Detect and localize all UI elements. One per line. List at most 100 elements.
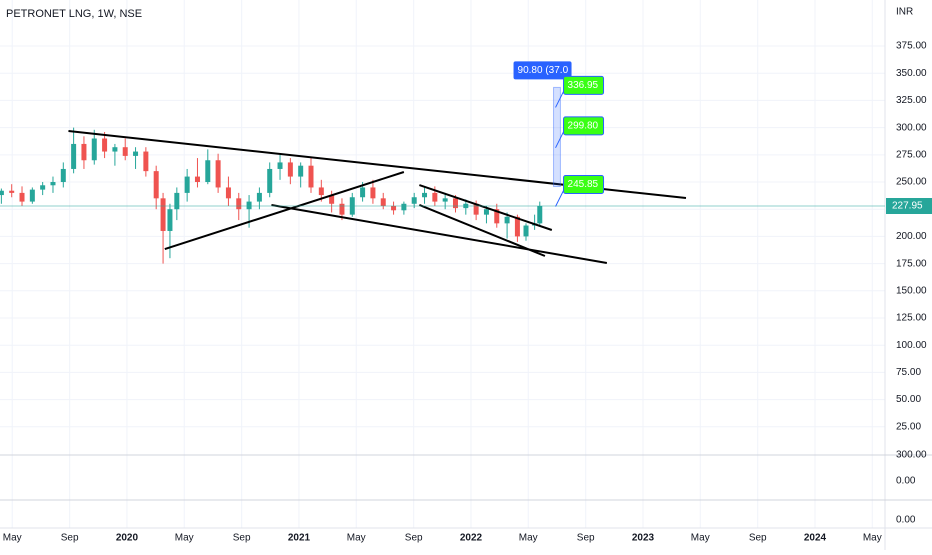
measure-label: 90.80 (37.0 (518, 65, 569, 76)
x-tick-label: 2023 (632, 533, 655, 544)
x-tick-label: 2021 (288, 533, 311, 544)
candle-body (71, 143, 77, 169)
x-tick-label: Sep (405, 533, 423, 544)
lower-pane-label: 0.00 (896, 515, 916, 526)
y-tick-label: 125.00 (896, 313, 927, 324)
y-tick-label: 250.00 (896, 177, 927, 188)
x-tick-label: May (347, 533, 366, 544)
candle-body (401, 203, 407, 211)
candle-body (215, 160, 221, 188)
x-tick-label: Sep (577, 533, 595, 544)
target-box (563, 116, 605, 136)
target-box (563, 175, 605, 195)
candle-body (267, 168, 273, 193)
target-label: 336.95 (568, 80, 599, 91)
currency: INR (896, 7, 913, 18)
candle-body (194, 176, 200, 183)
x-tick-label: May (691, 533, 710, 544)
target-box (563, 75, 605, 95)
y-tick-label: 50.00 (896, 394, 921, 405)
x-tick-label: May (519, 533, 538, 544)
y-tick-label: 275.00 (896, 149, 927, 160)
x-tick-label: Sep (61, 533, 79, 544)
measure-range (553, 86, 561, 188)
lower-pane-label: 300.00 (896, 450, 927, 461)
candle-body (298, 165, 304, 177)
candle-body (122, 147, 128, 156)
x-tick-label: 2022 (460, 533, 483, 544)
candle-body (494, 209, 500, 224)
candle-body (442, 198, 448, 202)
candle-body (452, 198, 458, 209)
x-tick-label: Sep (233, 533, 251, 544)
candle-body (287, 162, 293, 177)
candle-body (329, 195, 335, 204)
candle-body (133, 151, 139, 156)
candle-body (411, 197, 417, 204)
measure-label-box (513, 61, 572, 80)
candle-body (256, 192, 262, 202)
candle-body (167, 209, 173, 231)
candle-body (380, 198, 386, 206)
y-tick-label: 325.00 (896, 95, 927, 106)
y-tick-label: 200.00 (896, 231, 927, 242)
candle-body (236, 198, 242, 210)
candle-body (9, 190, 15, 193)
chart-title: PETRONET LNG, 1W, NSE (6, 8, 142, 20)
last-price-box (886, 198, 932, 215)
candle-body (246, 201, 252, 210)
candle-body (504, 216, 510, 224)
candle-body (174, 192, 180, 210)
trendline (271, 203, 608, 264)
candle-body (50, 182, 56, 186)
x-tick-label: May (175, 533, 194, 544)
y-tick-label: 300.00 (896, 122, 927, 133)
candle-body (81, 143, 87, 161)
y-tick-label: 25.00 (896, 421, 921, 432)
candle-body (153, 171, 159, 199)
candle-body (277, 162, 283, 169)
candle-body (308, 165, 314, 188)
candle-body (318, 187, 324, 196)
candle-body (523, 225, 529, 237)
x-tick-label: May (863, 533, 882, 544)
y-tick-label: 150.00 (896, 285, 927, 296)
candle-body (91, 138, 97, 161)
candle-body (102, 138, 108, 152)
candle-body (143, 151, 149, 172)
candle-body (370, 187, 376, 199)
x-tick-label: 2024 (804, 533, 827, 544)
y-tick-label: 375.00 (896, 41, 927, 52)
candle-body (205, 160, 211, 183)
x-tick-label: 2020 (116, 533, 139, 544)
x-tick-label: Sep (749, 533, 767, 544)
candle-body (391, 205, 397, 211)
x-tick-label: May (3, 533, 22, 544)
candle-body (537, 206, 543, 224)
candle-body (514, 216, 520, 237)
candle-body (360, 187, 366, 198)
candle-body (29, 189, 35, 202)
candle-body (40, 185, 46, 190)
candle-body (19, 192, 25, 202)
candle-body (339, 203, 345, 215)
candle-body (422, 192, 428, 198)
last-price-label: 227.95 (892, 201, 923, 212)
candle-body (60, 168, 66, 183)
y-tick-label: 100.00 (896, 340, 927, 351)
trendline (419, 184, 553, 231)
candle-body (160, 198, 166, 231)
lower-pane-label: 0.00 (896, 476, 916, 487)
y-tick-label: 75.00 (896, 367, 921, 378)
trendline (418, 204, 546, 257)
y-tick-label: 175.00 (896, 258, 927, 269)
candle-body (225, 187, 231, 199)
target-label: 245.85 (568, 179, 599, 190)
candle-body (473, 203, 479, 215)
candle-body (0, 190, 4, 196)
candle-body (432, 192, 438, 202)
trendline (164, 171, 405, 250)
y-tick-label: 350.00 (896, 68, 927, 79)
